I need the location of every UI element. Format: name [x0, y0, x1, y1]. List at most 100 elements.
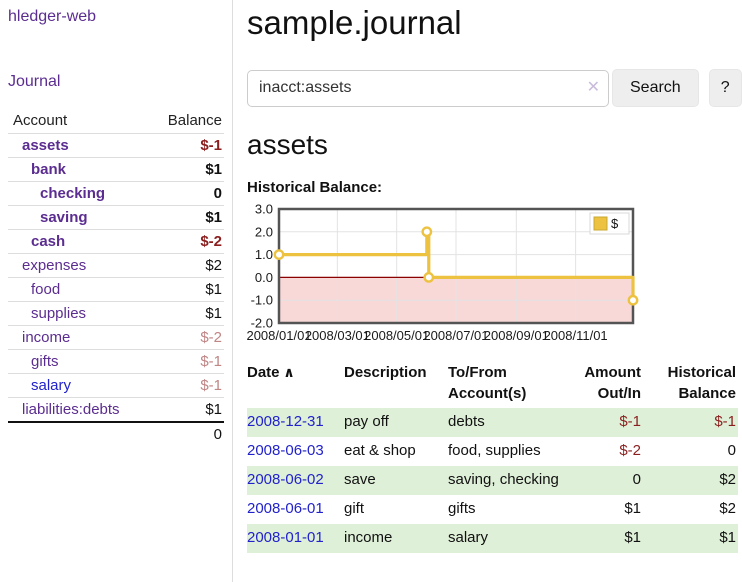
accounts-total-row: 0: [8, 421, 224, 446]
account-balance: $1: [151, 205, 224, 230]
account-row: saving $1: [8, 205, 224, 230]
historical-balance-chart: $3.0 2.0 1.0 0.0 -1.0 -2.0 2008/01/01 2008/03/0…: [246, 202, 742, 347]
register-header-date[interactable]: Date ∧: [247, 364, 295, 381]
chart-title: Historical Balance:: [247, 179, 383, 196]
account-link-saving[interactable]: saving: [40, 209, 88, 226]
svg-text:2008/03/01: 2008/03/01: [305, 328, 370, 343]
account-row: supplies $1: [8, 301, 224, 326]
svg-text:0.0: 0.0: [255, 270, 273, 285]
account-link-income[interactable]: income: [22, 329, 71, 346]
transaction-description: save: [344, 466, 448, 495]
account-row: cash $-2: [8, 229, 224, 254]
account-balance: $-2: [151, 325, 224, 350]
transaction-balance: 0: [727, 442, 736, 459]
svg-text:1.0: 1.0: [255, 247, 273, 262]
transaction-amount: $1: [562, 524, 643, 553]
search-input[interactable]: [247, 69, 609, 107]
svg-text:2008/11/01: 2008/11/01: [544, 328, 608, 343]
account-row: assets $-1: [8, 133, 224, 158]
transaction-description: income: [344, 524, 448, 553]
register-header-to-from-account-s-: To/From Account(s): [448, 364, 527, 402]
account-balance: $2: [151, 253, 224, 278]
transaction-balance: $-1: [643, 408, 738, 437]
transaction-description: eat & shop: [344, 442, 416, 459]
transaction-date-link[interactable]: 2008-12-31: [247, 413, 324, 430]
page-title: sample.journal: [247, 4, 462, 41]
transaction-amount: $-1: [562, 408, 643, 437]
account-row: food $1: [8, 277, 224, 302]
register-row: 2008-06-01 gift gifts $1 $2: [247, 495, 738, 524]
transaction-amount: $1: [624, 500, 641, 517]
account-link-food[interactable]: food: [31, 281, 61, 298]
transaction-accounts: debts: [448, 408, 562, 437]
transaction-description: pay off: [344, 408, 448, 437]
account-link-bank[interactable]: bank: [31, 161, 67, 178]
account-balance: $-1: [151, 373, 224, 398]
transaction-balance: $2: [643, 466, 738, 495]
register-header-amount-out-in: Amount Out/In: [584, 364, 641, 402]
svg-text:3.0: 3.0: [255, 202, 273, 217]
svg-text:2008/01/01: 2008/01/01: [246, 328, 311, 343]
transaction-amount: $-2: [619, 442, 641, 459]
help-button[interactable]: ?: [708, 69, 742, 107]
account-balance: 0: [151, 181, 224, 206]
search-bar: ✕ Search ?: [247, 69, 742, 107]
account-row: income $-2: [8, 325, 224, 350]
transaction-date-link[interactable]: 2008-06-01: [247, 500, 324, 517]
transaction-date-link[interactable]: 2008-06-02: [247, 471, 324, 488]
clear-search-icon[interactable]: ✕: [586, 78, 600, 96]
sidebar: hledger-web Journal Account Balance asse…: [0, 0, 233, 582]
legend-swatch: [593, 216, 608, 231]
register-table: Date ∧ Description To/From Account(s) Amoun…: [247, 362, 738, 553]
sidebar-item-journal[interactable]: Journal: [8, 73, 61, 90]
account-balance: $-1: [151, 349, 224, 374]
account-row: gifts $-1: [8, 349, 224, 374]
account-balance: $-2: [151, 229, 224, 254]
app-title-link[interactable]: hledger-web: [8, 8, 97, 25]
account-link-gifts[interactable]: gifts: [31, 353, 59, 370]
account-link-cash[interactable]: cash: [31, 233, 66, 250]
accounts-total-value: 0: [151, 421, 224, 446]
accounts-header-account: Account: [13, 112, 68, 129]
transaction-description: gift: [344, 500, 365, 517]
accounts-header-balance: Balance: [167, 112, 222, 129]
svg-text:2008/05/01: 2008/05/01: [364, 328, 429, 343]
transaction-accounts: food, supplies: [448, 442, 541, 459]
register-row: 2008-01-01 income salary $1 $1: [247, 524, 738, 553]
account-link-supplies[interactable]: supplies: [31, 305, 87, 322]
transaction-balance: $1: [643, 524, 738, 553]
search-button[interactable]: Search: [612, 69, 699, 107]
account-row: salary $-1: [8, 373, 224, 398]
main-content: sample.journal ✕ Search ? assets Histori…: [233, 0, 742, 582]
svg-text:-2.0: -2.0: [251, 316, 273, 331]
account-balance: $1: [151, 301, 224, 326]
svg-text:2.0: 2.0: [255, 224, 273, 239]
account-row: checking 0: [8, 181, 224, 206]
transaction-accounts: salary: [448, 524, 562, 553]
account-row: expenses $2: [8, 253, 224, 278]
sort-ascending-icon[interactable]: ∧: [279, 364, 295, 380]
account-link-liabilities-debts[interactable]: liabilities:debts: [22, 401, 120, 418]
account-balance: $1: [151, 397, 224, 422]
account-row: liabilities:debts $1: [8, 397, 224, 422]
transaction-date-link[interactable]: 2008-06-03: [247, 442, 324, 459]
account-link-assets[interactable]: assets: [22, 137, 69, 154]
account-link-checking[interactable]: checking: [40, 185, 106, 202]
svg-text:2008/09/01: 2008/09/01: [484, 328, 549, 343]
transaction-amount: 0: [562, 466, 643, 495]
account-link-expenses[interactable]: expenses: [22, 257, 87, 274]
account-link-salary[interactable]: salary: [31, 377, 72, 394]
transaction-balance: $2: [719, 500, 736, 517]
svg-text:$: $: [611, 216, 619, 231]
chart-svg: $3.0 2.0 1.0 0.0 -1.0 -2.02008/01/012008/03/0…: [246, 202, 639, 343]
register-row: 2008-06-02 save saving, checking 0 $2: [247, 466, 738, 495]
account-row: bank $1: [8, 157, 224, 182]
register-row: 2008-12-31 pay off debts $-1 $-1: [247, 408, 738, 437]
account-balance: $-1: [151, 133, 224, 158]
register-header-historical-balance: Historical Balance: [667, 364, 736, 402]
transaction-date-link[interactable]: 2008-01-01: [247, 529, 324, 546]
svg-text:-1.0: -1.0: [251, 293, 273, 308]
account-heading: assets: [247, 129, 328, 160]
transaction-accounts: saving, checking: [448, 466, 562, 495]
account-balance: $1: [151, 157, 224, 182]
